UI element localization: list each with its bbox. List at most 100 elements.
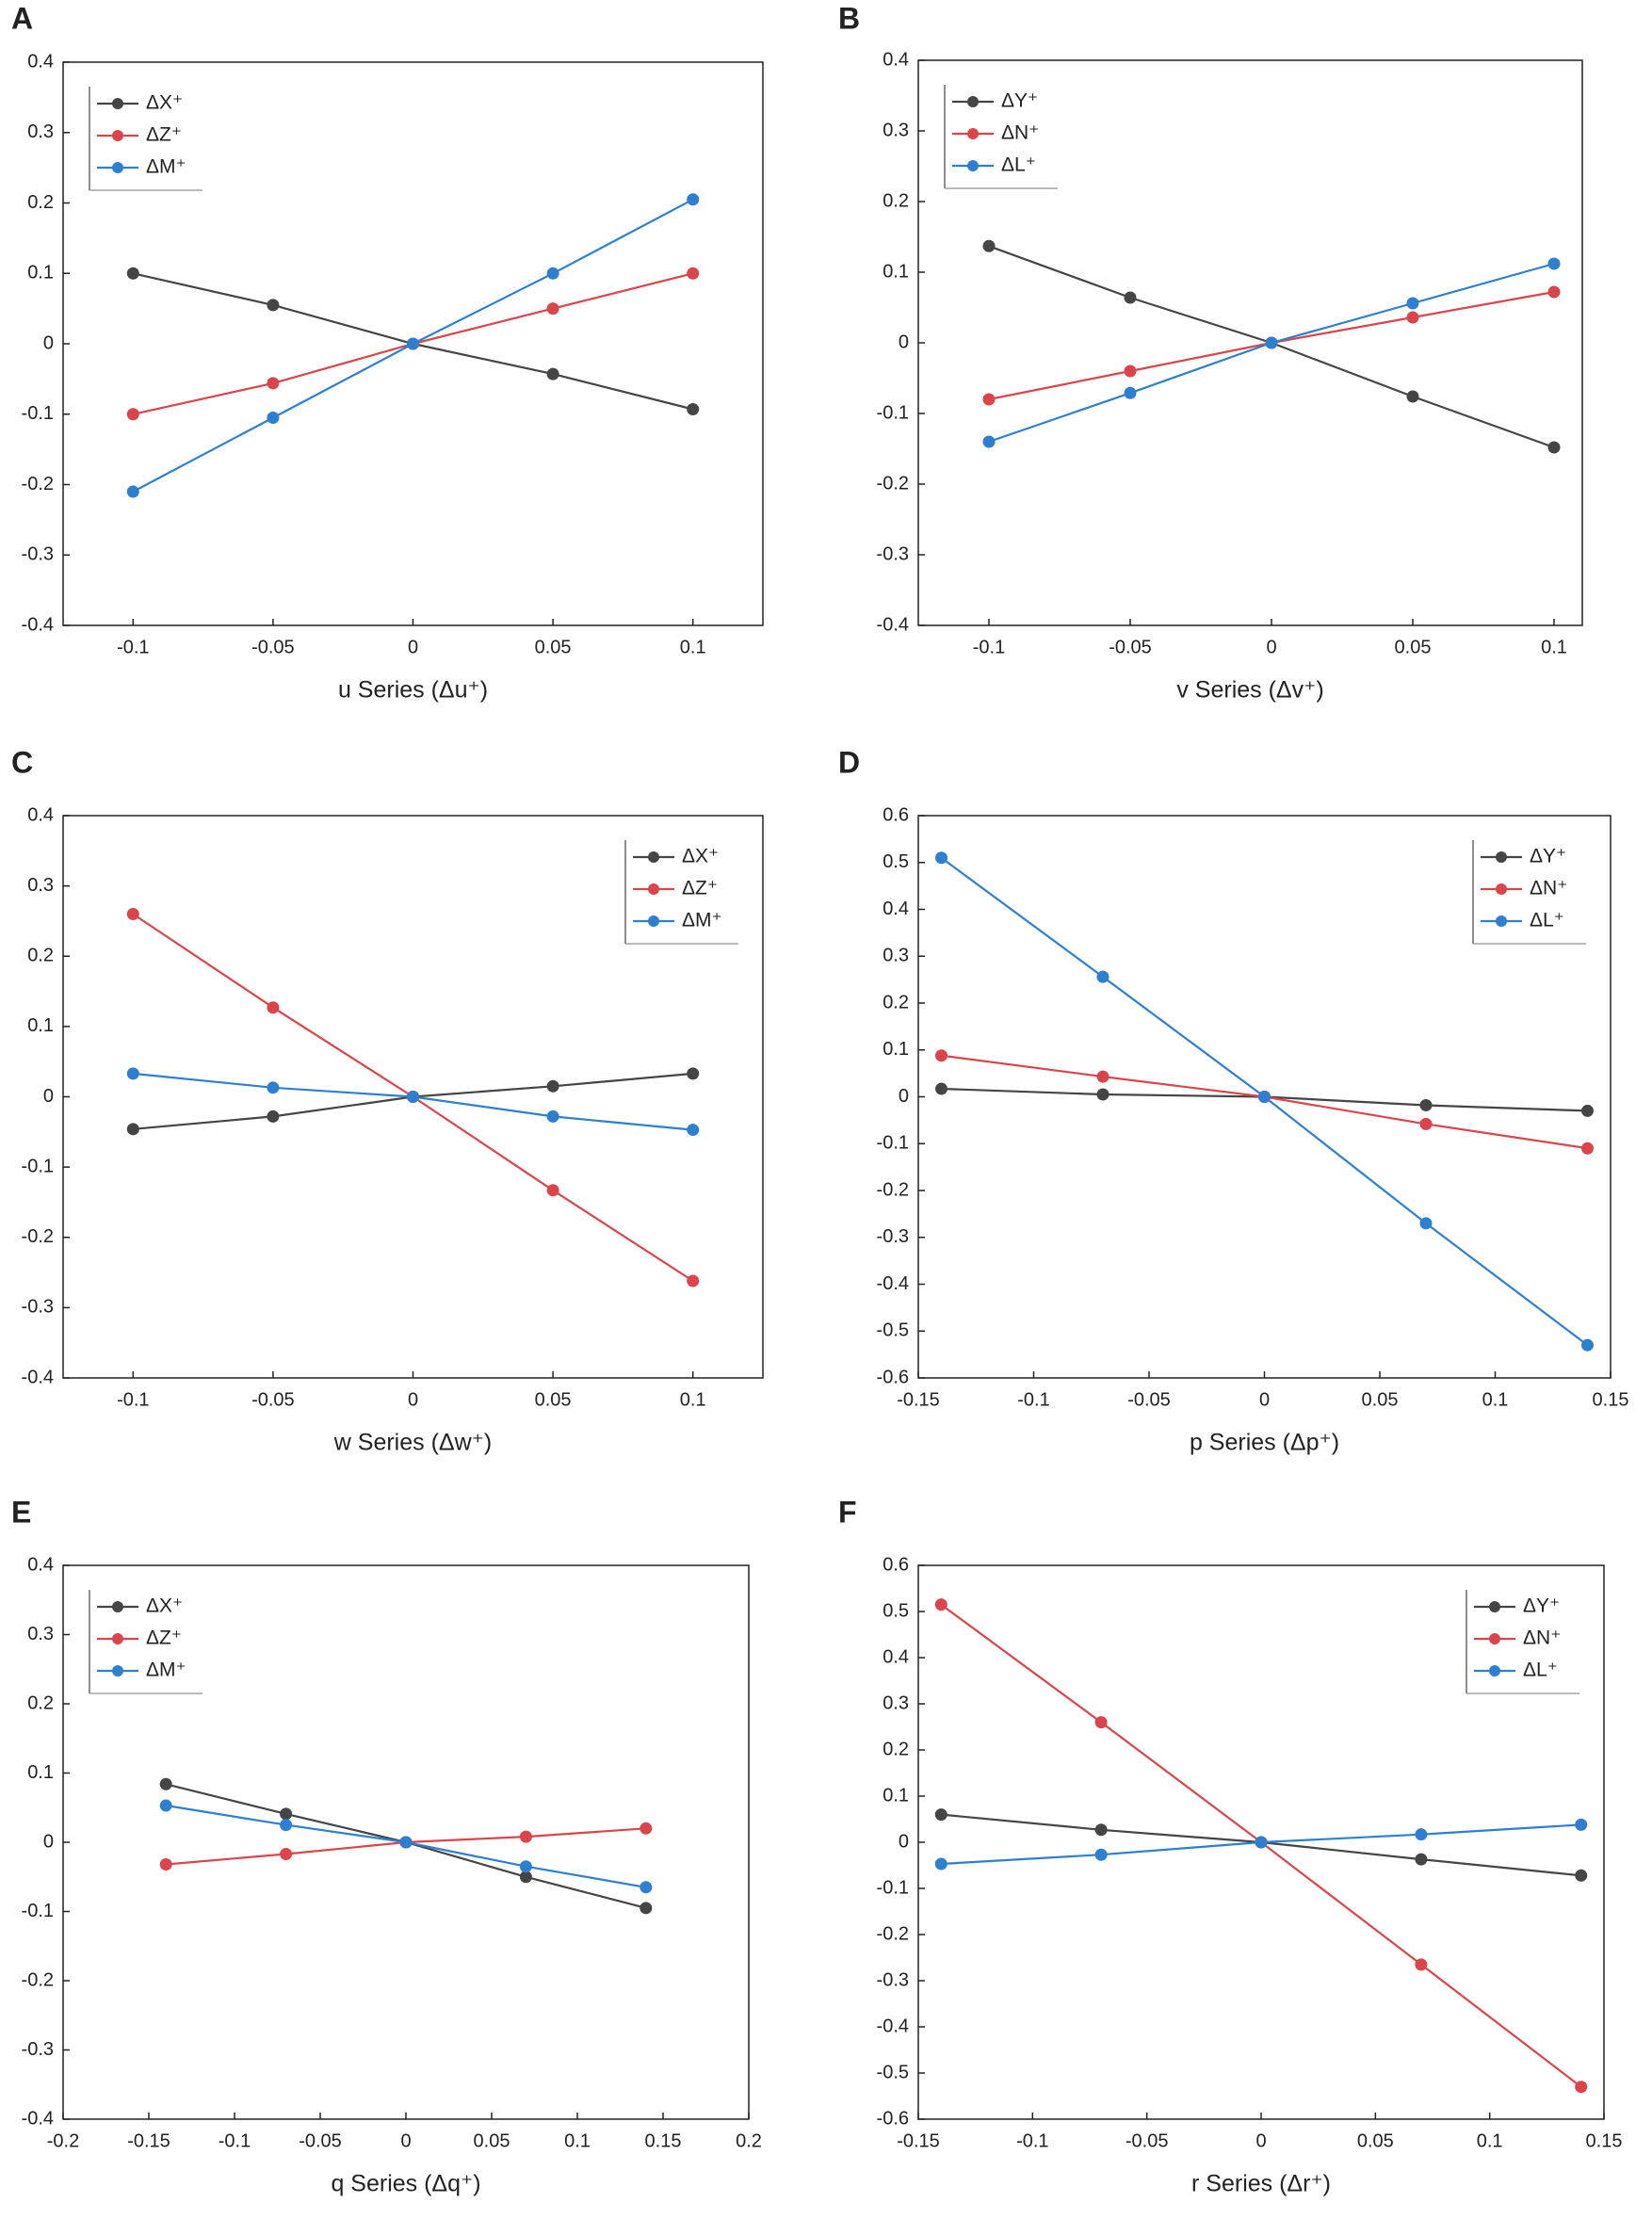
legend-label: ΔM⁺ <box>682 910 722 931</box>
plot-frame <box>917 59 1583 626</box>
marker <box>126 1123 139 1136</box>
marker <box>982 393 996 406</box>
marker <box>1094 1716 1108 1729</box>
marker <box>1406 390 1419 403</box>
legend: ΔY⁺ ΔN⁺ ΔL⁺ <box>1472 840 1586 945</box>
y-tick-label: 0.1 <box>883 261 909 282</box>
y-tick-label: 0.2 <box>883 1739 909 1759</box>
legend-swatch <box>112 1633 123 1644</box>
marker <box>935 851 947 865</box>
y-tick-label: -0.3 <box>22 1297 54 1318</box>
marker <box>267 1081 280 1094</box>
x-axis-title: r Series (Δr⁺) <box>1191 2171 1331 2197</box>
y-tick-label: -0.2 <box>877 473 909 494</box>
y-tick-label: -0.3 <box>877 543 909 564</box>
y-tick-label: 0.6 <box>883 1554 909 1575</box>
y-tick-label: 0.6 <box>883 804 909 825</box>
x-tick-label: 0.05 <box>1362 1389 1399 1410</box>
x-tick-label: -0.1 <box>1017 1389 1049 1410</box>
y-tick-label: -0.6 <box>877 2108 909 2129</box>
legend-label: ΔM⁺ <box>146 156 186 178</box>
x-tick-label: 0 <box>1255 2130 1266 2151</box>
marker <box>267 299 280 312</box>
legend-label: ΔZ⁺ <box>682 878 718 899</box>
y-tick-label: 0 <box>899 1831 909 1852</box>
marker <box>159 1799 172 1812</box>
y-tick-label: -0.2 <box>22 474 54 494</box>
marker <box>640 1881 653 1894</box>
legend-swatch <box>1496 883 1507 895</box>
legend-label: ΔL⁺ <box>1001 154 1036 176</box>
marker <box>1547 257 1561 270</box>
marker <box>126 1067 139 1080</box>
marker <box>687 267 700 280</box>
marker <box>519 1871 532 1884</box>
marker <box>935 1082 947 1095</box>
x-tick-label: 0.15 <box>1593 1389 1629 1410</box>
y-tick-label: 0.3 <box>27 875 54 896</box>
legend-swatch <box>1496 851 1507 863</box>
y-tick-label: 0.5 <box>883 1600 909 1621</box>
marker <box>1575 1869 1588 1882</box>
legend-swatch <box>112 1665 123 1676</box>
x-tick-label: 0.1 <box>1541 637 1567 657</box>
y-tick-label: -0.2 <box>22 1969 54 1990</box>
marker <box>1415 1958 1428 1971</box>
marker <box>935 1049 947 1062</box>
legend-swatch <box>967 128 979 139</box>
y-tick-label: 0.3 <box>883 120 909 140</box>
y-tick-label: -0.1 <box>877 402 909 423</box>
x-tick-label: 0 <box>408 637 418 657</box>
y-tick-label: 0.5 <box>883 851 909 872</box>
marker <box>159 1777 172 1790</box>
marker <box>640 1902 653 1915</box>
legend-label: ΔY⁺ <box>1523 1595 1560 1617</box>
x-tick-label: -0.1 <box>1016 2130 1048 2151</box>
marker <box>407 337 419 350</box>
legend-swatch <box>112 1601 123 1612</box>
marker <box>1415 1828 1428 1841</box>
marker <box>519 1860 532 1873</box>
chart-panel: C -0.4 -0.3 -0.2 -0.1 0 0.1 0.2 0.3 0.4 -0.1 -0.05 0… <box>11 745 764 1456</box>
legend: ΔX⁺ ΔZ⁺ ΔM⁺ <box>624 840 738 945</box>
marker <box>1094 1823 1108 1837</box>
y-tick-label: -0.3 <box>877 1969 909 1990</box>
y-tick-label: -0.2 <box>877 1179 909 1200</box>
legend-swatch <box>1496 915 1507 927</box>
marker <box>1265 336 1278 349</box>
marker <box>934 1598 947 1612</box>
x-tick-label: -0.05 <box>1126 2130 1169 2151</box>
legend-label: ΔX⁺ <box>146 92 183 114</box>
legend-swatch <box>648 915 659 927</box>
marker <box>934 1808 947 1822</box>
marker <box>687 193 700 206</box>
legend: ΔX⁺ ΔZ⁺ ΔM⁺ <box>89 1590 202 1694</box>
legend-swatch <box>648 883 659 895</box>
marker <box>1419 1117 1433 1130</box>
marker <box>267 377 280 390</box>
x-tick-label: 0 <box>1266 637 1276 657</box>
x-axis-title: w Series (Δw⁺) <box>333 1430 492 1456</box>
marker <box>546 267 559 280</box>
y-tick-label: 0.4 <box>27 804 54 825</box>
y-tick-label: 0.4 <box>27 51 54 72</box>
y-tick-label: 0.4 <box>27 1554 54 1575</box>
marker <box>519 1830 532 1843</box>
x-tick-label: 0.1 <box>680 637 706 657</box>
y-tick-label: -0.2 <box>877 1923 909 1944</box>
marker <box>1094 1848 1108 1861</box>
y-tick-label: -0.4 <box>877 2016 909 2036</box>
marker <box>159 1858 172 1871</box>
marker <box>1575 2081 1588 2094</box>
marker <box>1575 1818 1588 1831</box>
y-tick-label: -0.4 <box>22 2108 54 2129</box>
y-tick-label: 0 <box>43 332 54 353</box>
y-tick-label: 0.3 <box>27 1624 54 1644</box>
y-tick-label: 0.4 <box>883 49 909 70</box>
x-tick-label: -0.1 <box>117 1389 149 1410</box>
y-tick-label: 0 <box>43 1086 54 1107</box>
x-tick-label: 0.05 <box>1357 2130 1394 2151</box>
marker <box>407 1091 419 1103</box>
x-tick-label: 0.15 <box>645 2130 682 2151</box>
y-tick-label: -0.6 <box>877 1367 909 1387</box>
